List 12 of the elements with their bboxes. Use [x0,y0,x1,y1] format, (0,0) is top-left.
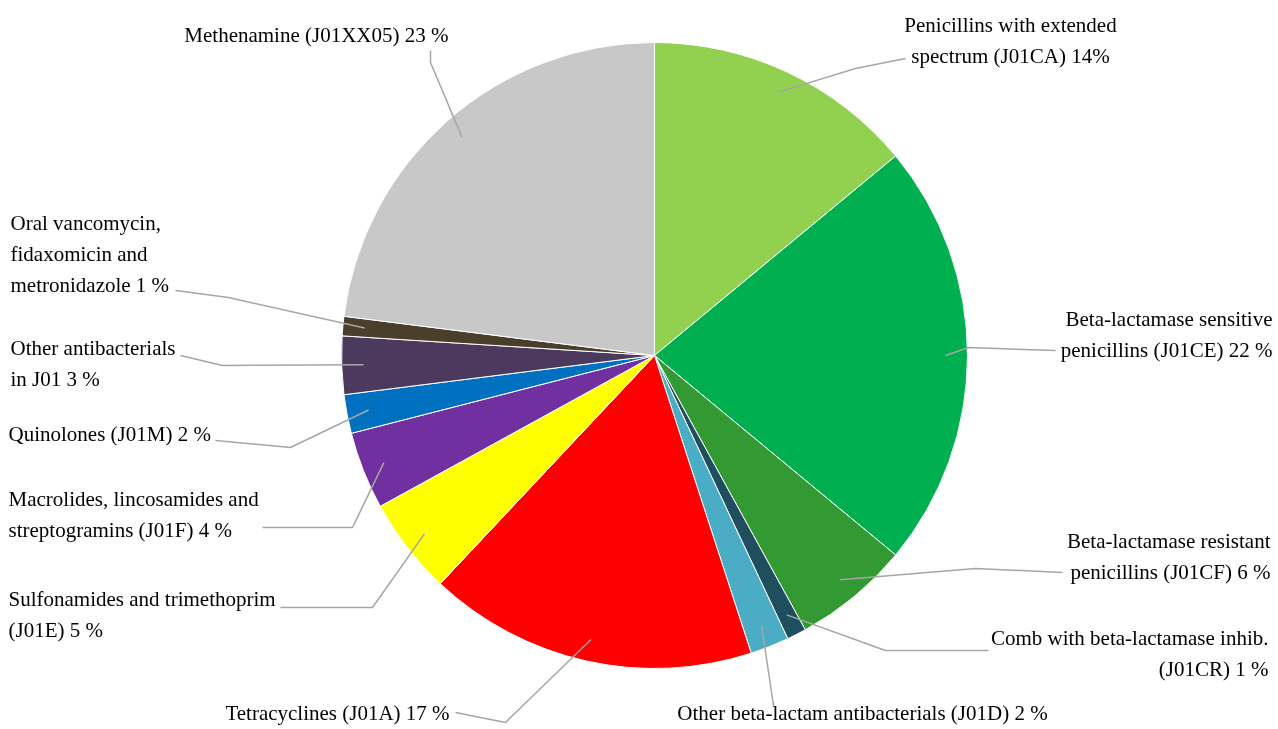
slice-label: Sulfonamides and trimethoprim (J01E) 5 % [8,586,276,642]
slice-label: Other beta-lactam antibacterials (J01D) 2 % [677,700,1048,725]
slice-label: Methenamine (J01XX05) 23 % [184,22,449,47]
slice-label: Other antibacterials in J01 3 % [10,335,176,391]
slice-label: Comb with beta-lactamase inhib. (J01CR) 1 % [990,625,1269,681]
slice-label: Quinolones (J01M) 2 % [8,421,211,446]
slice-label: Penicillins with extended spectrum (J01CA) 14% [904,12,1118,68]
slice-label: Tetracyclines (J01A) 17 % [225,700,450,725]
slice-label: Macrolides, lincosamides and streptogramins (J01F) 4 % [8,486,260,542]
slice-label: Oral vancomycin, fidaxomicin and metronidazole 1 % [10,210,170,297]
slice-label: Beta-lactamase resistant penicillins (J01CF) 6 % [1067,528,1271,584]
slice-label: Beta-lactamase sensitive penicillins (J01CE) 22 % [1060,306,1273,362]
